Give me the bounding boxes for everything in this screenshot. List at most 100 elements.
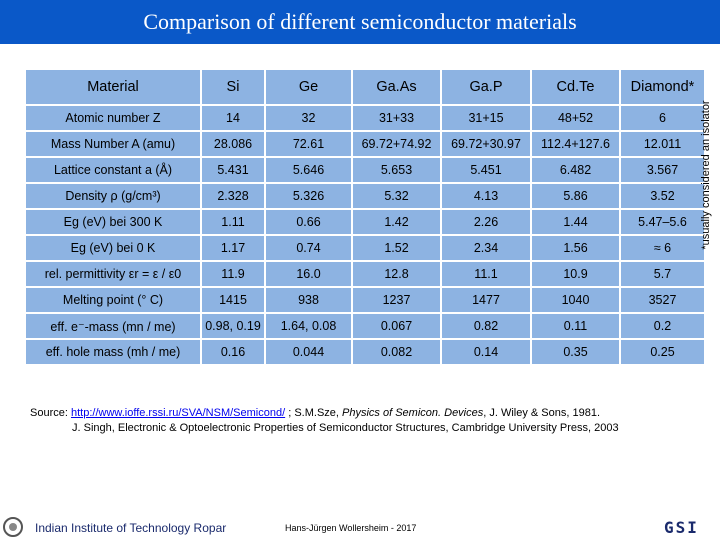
source-book: Physics of Semicon. Devices [342,407,484,419]
cell: 12.011 [619,130,706,158]
source-publisher: , J. Wiley & Sons, 1981. [483,407,601,419]
cell: 72.61 [264,130,353,158]
cell: 48+52 [530,104,621,132]
source-link[interactable]: http://www.ioffe.rssi.ru/SVA/NSM/Semicon… [70,407,286,419]
table-row: eff. hole mass (mh / me) 0.16 0.044 0.082 0.… [24,338,706,366]
cell: 1237 [351,286,442,314]
cell: 6.482 [530,156,621,184]
column-header: Ge [264,68,353,106]
row-label: Lattice constant a (Å) [24,156,202,184]
cell: 31+33 [351,104,442,132]
logo-ring [3,517,23,537]
table-row: Density ρ (g/cm³) 2.328 5.326 5.32 4.13 5.86 3… [24,182,706,210]
footnote: *usually considered an isolator [700,100,712,250]
cell: 4.13 [440,182,532,210]
cell: 0.98, 0.19 [200,312,266,340]
table-row: Melting point (° C) 1415 938 1237 1477 1040 35… [24,286,706,314]
row-label: Eg (eV) bei 0 K [24,234,202,262]
cell: 2.328 [200,182,266,210]
cell: 0.067 [351,312,442,340]
column-header: Diamond* [619,68,706,106]
source: Source: http://www.ioffe.rssi.ru/SVA/NSM… [30,406,619,436]
row-label: Density ρ (g/cm³) [24,182,202,210]
cell: 10.9 [530,260,621,288]
cell: 0.25 [619,338,706,366]
cell: ≈ 6 [619,234,706,262]
slide-title: Comparison of different semiconductor ma… [143,9,577,34]
column-header: Material [24,68,202,106]
cell: 1.42 [351,208,442,236]
cell: 3527 [619,286,706,314]
cell: 1477 [440,286,532,314]
cell: 11.9 [200,260,266,288]
cell: 69.72+74.92 [351,130,442,158]
cell: 1415 [200,286,266,314]
author: Hans-Jürgen Wollersheim - 2017 [285,523,417,533]
table: Material Si Ge Ga.As Ga.P Cd.Te Diamond* Atomic… [24,68,706,366]
table-row: Eg (eV) bei 0 K 1.17 0.74 1.52 2.34 1.56 ≈ 6 [24,234,706,262]
column-header: Si [200,68,266,106]
table-row: Mass Number A (amu) 28.086 72.61 69.72+74.9… [24,130,706,158]
table-row: Lattice constant a (Å) 5.431 5.646 5.653 5.4… [24,156,706,184]
cell: 5.86 [530,182,621,210]
cell: 0.11 [530,312,621,340]
table-row: Atomic number Z 14 32 31+33 31+15 48+52 6 [24,104,706,132]
cell: 31+15 [440,104,532,132]
cell: 938 [264,286,353,314]
row-label: Mass Number A (amu) [24,130,202,158]
cell: 28.086 [200,130,266,158]
column-header: Cd.Te [530,68,621,106]
table-row: eff. e⁻-mass (mn / me) 0.98, 0.19 1.64, 0.… [24,312,706,340]
cell: 32 [264,104,353,132]
cell: 0.82 [440,312,532,340]
cell: 5.646 [264,156,353,184]
cell: 69.72+30.97 [440,130,532,158]
header-bar [0,0,720,44]
cell: 11.1 [440,260,532,288]
cell: 1.56 [530,234,621,262]
cell: 0.14 [440,338,532,366]
cell: 1.44 [530,208,621,236]
row-label: eff. hole mass (mh / me) [24,338,202,366]
cell: 2.34 [440,234,532,262]
cell: 14 [200,104,266,132]
cell: 5.653 [351,156,442,184]
cell: 0.044 [264,338,353,366]
cell: 5.47–5.6 [619,208,706,236]
source-line2: J. Singh, Electronic & Optoelectronic Pr… [72,422,619,434]
cell: 12.8 [351,260,442,288]
cell: 1040 [530,286,621,314]
table-row: Eg (eV) bei 300 K 1.11 0.66 1.42 2.26 1.44 5.4… [24,208,706,236]
cell: 0.16 [200,338,266,366]
cell: 0.74 [264,234,353,262]
cell: 1.11 [200,208,266,236]
cell: 5.326 [264,182,353,210]
cell: 1.17 [200,234,266,262]
cell: 1.64, 0.08 [264,312,353,340]
source-text: ; S.M.Sze, [288,407,339,419]
gsi-logo: GSI [664,518,699,537]
cell: 2.26 [440,208,532,236]
cell: 112.4+127.6 [530,130,621,158]
source-prefix: Source: [30,407,68,419]
header-row: Material Si Ge Ga.As Ga.P Cd.Te Diamond* [24,68,706,106]
row-label: Melting point (° C) [24,286,202,314]
cell: 6 [619,104,706,132]
row-label: rel. permittivity εr = ε / ε0 [24,260,202,288]
table-row: rel. permittivity εr = ε / ε0 11.9 16.0 12.… [24,260,706,288]
cell: 5.32 [351,182,442,210]
logo-center [9,523,17,531]
cell: 3.52 [619,182,706,210]
cell: 16.0 [264,260,353,288]
institute-logo [3,517,23,537]
row-label: eff. e⁻-mass (mn / me) [24,312,202,340]
cell: 5.451 [440,156,532,184]
cell: 1.52 [351,234,442,262]
cell: 5.7 [619,260,706,288]
cell: 0.66 [264,208,353,236]
cell: 0.2 [619,312,706,340]
cell: 5.431 [200,156,266,184]
cell: 3.567 [619,156,706,184]
row-label: Eg (eV) bei 300 K [24,208,202,236]
